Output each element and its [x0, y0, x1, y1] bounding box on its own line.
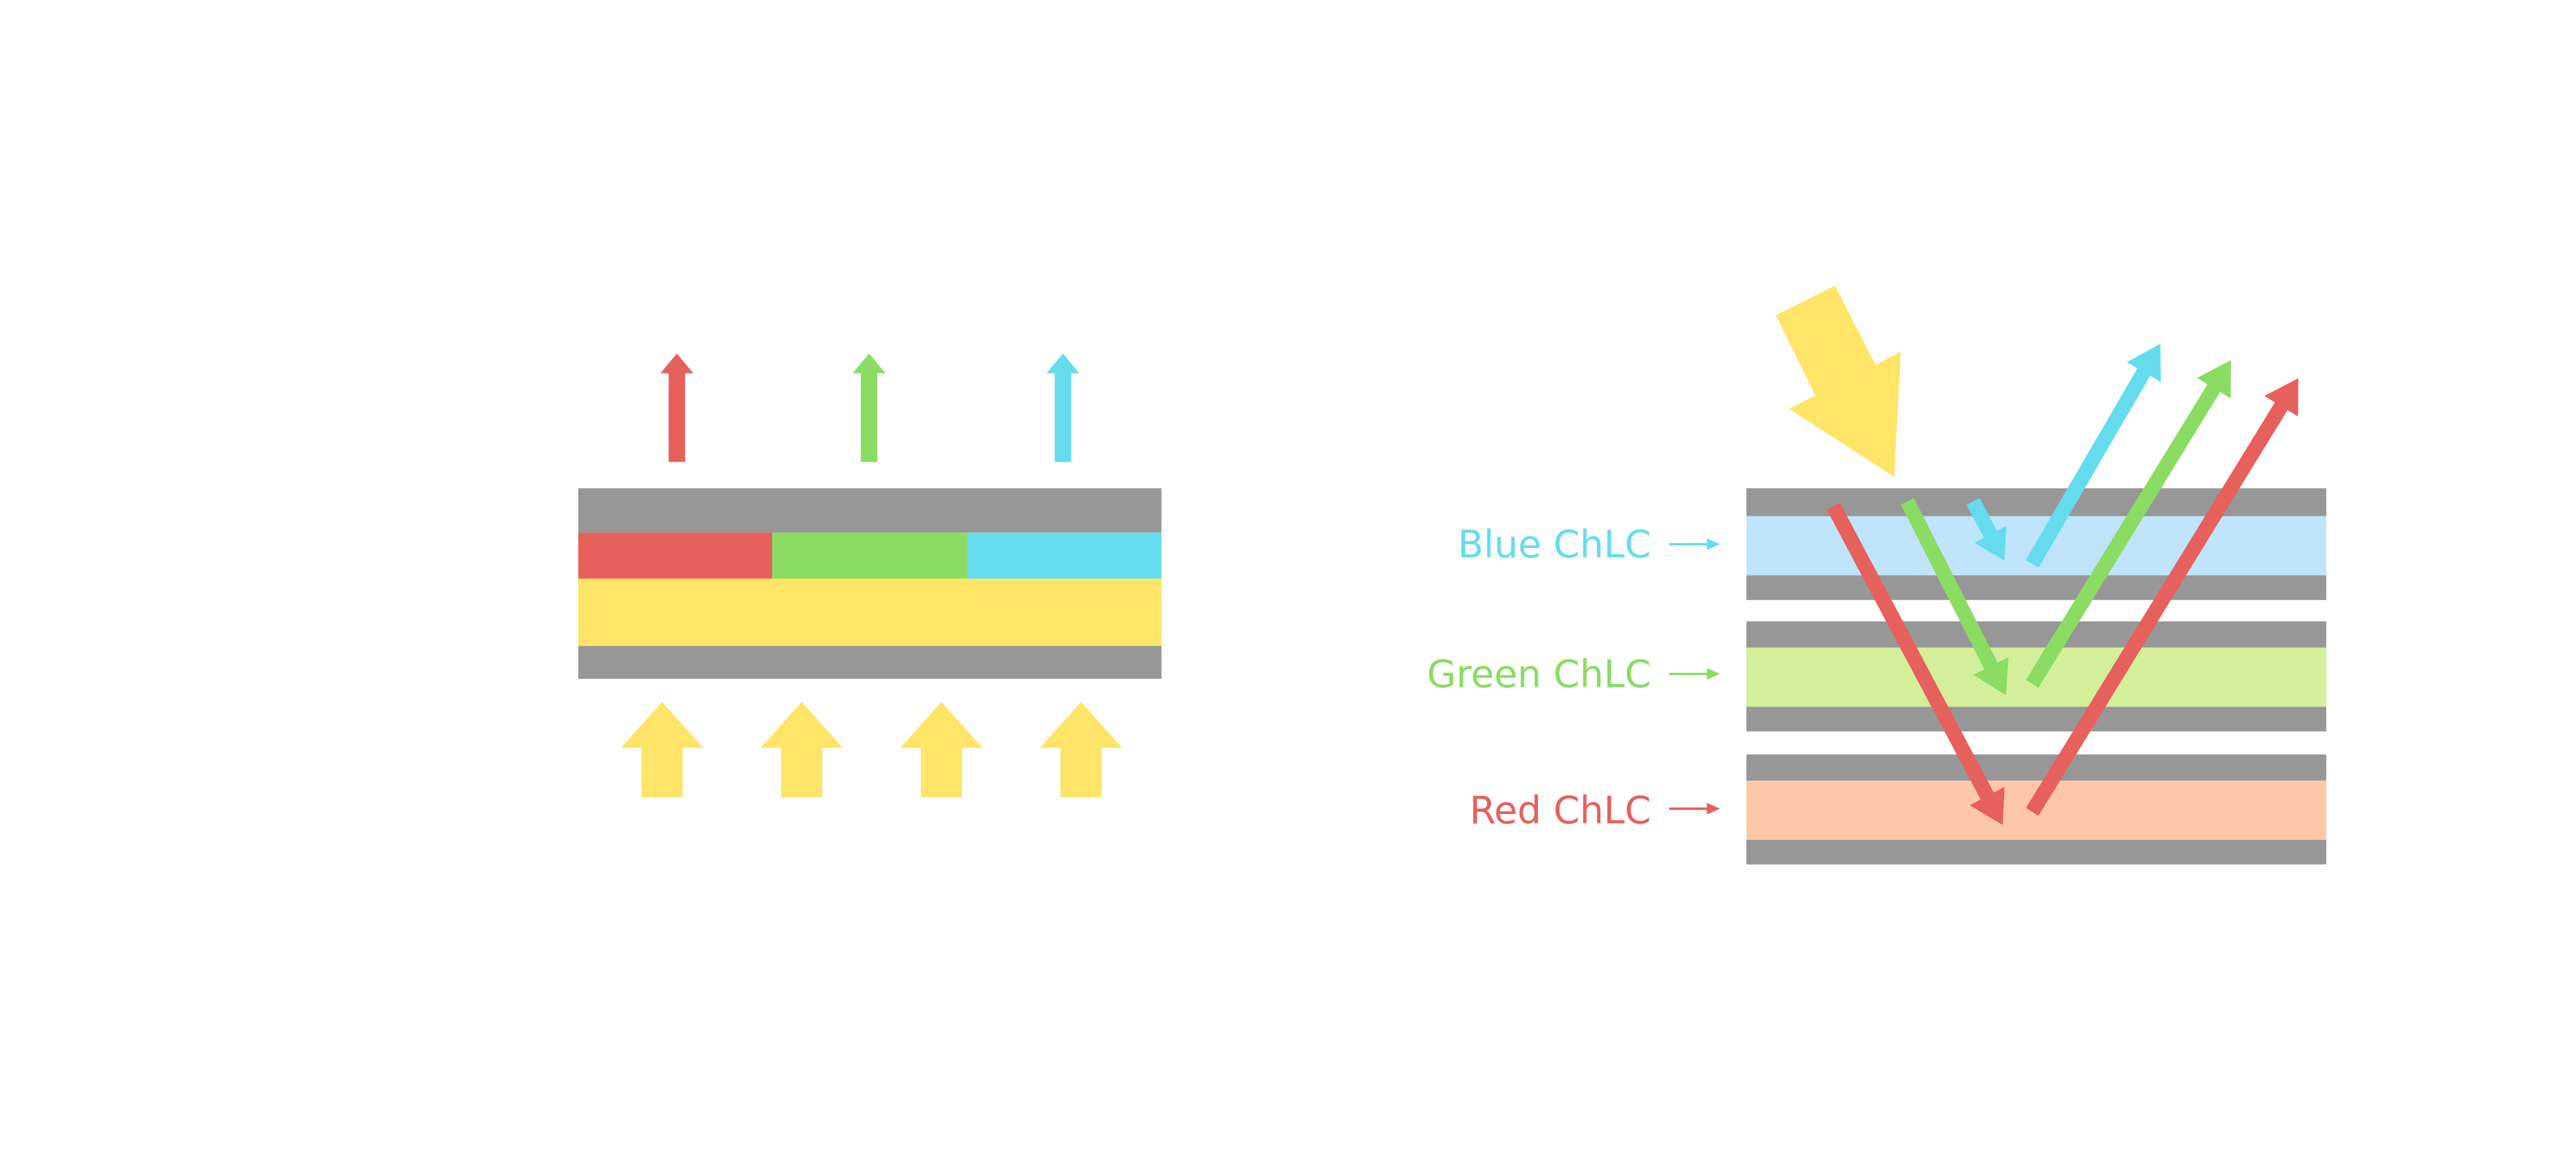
top-substrate: [578, 488, 1162, 533]
red-filter: [578, 533, 773, 579]
blue-filter: [967, 533, 1162, 579]
backlight-up-arrow-icon: [761, 701, 843, 797]
green-chlc-label: Green ChLC: [1427, 652, 1651, 696]
substrate: [1746, 621, 2327, 648]
backlight-up-arrow-icon: [900, 701, 983, 797]
chlc-stack-panel: Blue ChLC Green ChLC Red ChLC: [1427, 285, 2327, 865]
red-label-pointer-arrow-icon: [1669, 802, 1720, 815]
blue-incident-arrow-icon: [1966, 498, 2007, 561]
substrate: [1746, 706, 2327, 732]
bottom-substrate: [578, 646, 1162, 679]
red-reflected-arrow-icon: [2025, 378, 2298, 816]
substrate: [1746, 840, 2327, 865]
red-incident-arrow-icon: [1826, 502, 2005, 826]
red-chlc-label: Red ChLC: [1470, 789, 1651, 833]
blue-reflected-arrow-icon: [2025, 343, 2161, 568]
green-filter: [772, 533, 968, 579]
green-emission-arrow-icon: [852, 354, 886, 462]
backlight-up-arrow-icon: [621, 701, 703, 797]
green-label-pointer-arrow-icon: [1669, 668, 1720, 680]
red-chlc-cell: [1746, 754, 2327, 865]
backlight-layer: [578, 578, 1162, 647]
substrate: [1746, 754, 2327, 781]
color-filter-panel: [578, 354, 1162, 797]
blue-label-pointer-arrow-icon: [1669, 538, 1720, 550]
blue-chlc-label: Blue ChLC: [1458, 522, 1651, 566]
lightning-arrow-icon: [1776, 285, 1901, 477]
red-emission-arrow-icon: [660, 354, 694, 462]
green-incident-arrow-icon: [1900, 498, 2009, 695]
substrate: [1746, 575, 2327, 600]
backlight-up-arrow-icon: [1039, 701, 1122, 797]
blue-emission-arrow-icon: [1046, 354, 1080, 462]
green-reflected-arrow-icon: [2025, 360, 2231, 688]
